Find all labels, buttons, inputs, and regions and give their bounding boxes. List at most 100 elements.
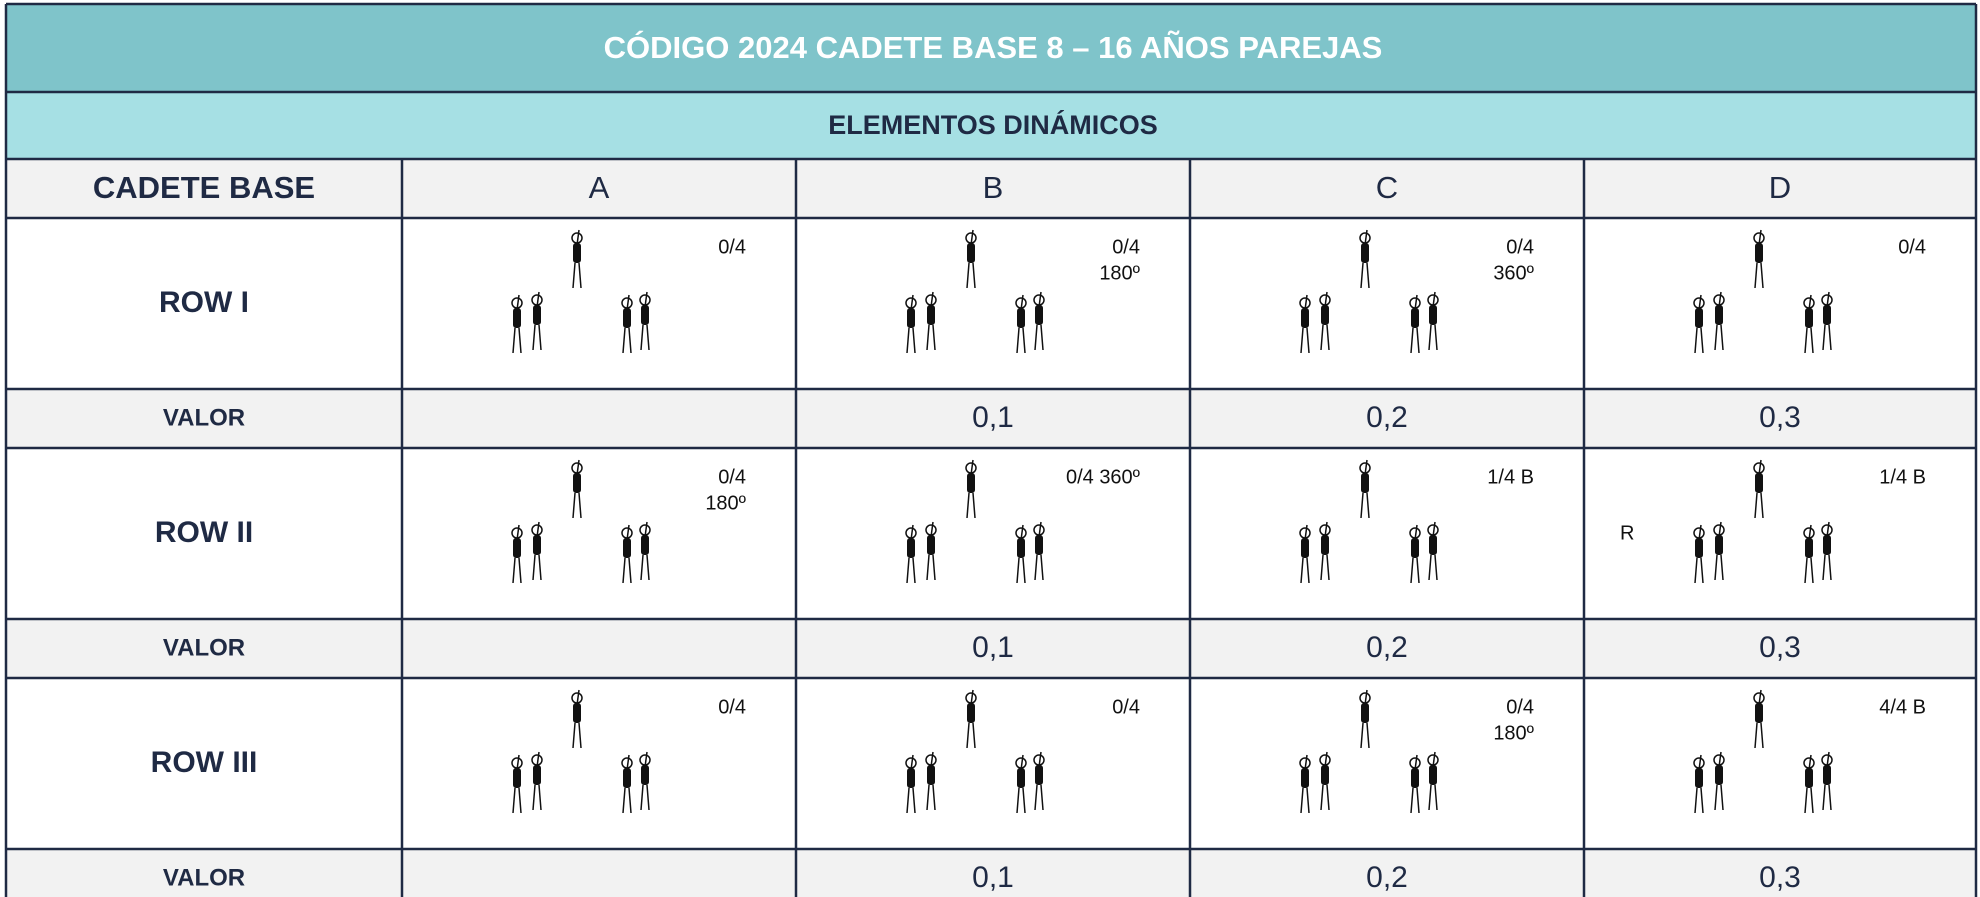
- figure-body: [623, 538, 631, 558]
- row-label: ROW II: [155, 516, 253, 549]
- cell-note: 0/4: [1898, 236, 1926, 258]
- figure-leg: [1034, 554, 1038, 581]
- figure-leg: [578, 722, 582, 749]
- figure-leg: [906, 557, 910, 584]
- figures: [1693, 459, 1833, 584]
- row-band: [6, 159, 1976, 218]
- row-band: [6, 389, 1976, 448]
- figure-body: [1823, 305, 1831, 325]
- figure-body: [1805, 538, 1813, 558]
- figure-leg: [1428, 784, 1432, 811]
- cell-note: 4/4 B: [1879, 696, 1926, 718]
- figure-arm: [1758, 229, 1762, 246]
- cell-note: 0/4 360º: [1066, 466, 1141, 488]
- figure-leg: [640, 324, 644, 351]
- figure-arm: [1414, 294, 1418, 311]
- figure-body: [1429, 535, 1437, 555]
- figure-leg: [912, 327, 916, 354]
- figure-leg: [966, 262, 970, 289]
- figure-leg: [1300, 557, 1304, 584]
- figure-leg: [1700, 327, 1704, 354]
- subtitle-band: [6, 92, 1976, 159]
- valor: 0,2: [1366, 861, 1408, 894]
- column-header: C: [1376, 170, 1398, 205]
- row-band: [6, 619, 1976, 678]
- figure-leg: [512, 557, 516, 584]
- cell-note: 0/4: [718, 236, 746, 258]
- figure-body: [907, 538, 915, 558]
- figure-leg: [1022, 557, 1026, 584]
- figure-leg: [1822, 554, 1826, 581]
- figure-leg: [1700, 557, 1704, 584]
- figure-leg: [926, 554, 930, 581]
- figure-body: [1361, 703, 1369, 723]
- figure-leg: [912, 787, 916, 814]
- figure-arm: [576, 229, 580, 246]
- cell-note: 1/4 B: [1487, 466, 1534, 488]
- figure-arm: [1304, 294, 1308, 311]
- figure-leg: [1700, 787, 1704, 814]
- cell-note: 0/4: [1112, 696, 1140, 718]
- figure-arm: [1364, 229, 1368, 246]
- figure-arm: [1826, 751, 1830, 768]
- figures: [905, 229, 1045, 354]
- figure-arm: [1808, 294, 1812, 311]
- figure-leg: [1040, 784, 1044, 811]
- figures: [905, 459, 1045, 584]
- figure-body: [1715, 535, 1723, 555]
- figure-body: [1755, 473, 1763, 493]
- figure-leg: [532, 324, 536, 351]
- figure-body: [1411, 768, 1419, 788]
- figure-leg: [932, 554, 936, 581]
- figure-body: [927, 765, 935, 785]
- figure-leg: [578, 492, 582, 519]
- figure-leg: [1810, 327, 1814, 354]
- figure-leg: [1040, 324, 1044, 351]
- valor: 0,1: [972, 861, 1014, 894]
- figure-body: [533, 535, 541, 555]
- figure-leg: [1810, 557, 1814, 584]
- figures: [1299, 689, 1439, 814]
- figure-leg: [1306, 787, 1310, 814]
- figure-leg: [972, 722, 976, 749]
- figure-body: [967, 473, 975, 493]
- figure-leg: [622, 557, 626, 584]
- figure-leg: [972, 262, 976, 289]
- figure-arm: [1324, 291, 1328, 308]
- subtitle: ELEMENTOS DINÁMICOS: [828, 109, 1158, 140]
- figure-leg: [622, 327, 626, 354]
- figure-leg: [628, 327, 632, 354]
- figure-arm: [1432, 291, 1436, 308]
- figure-arm: [1364, 459, 1368, 476]
- figure-arm: [644, 521, 648, 538]
- figure-leg: [640, 784, 644, 811]
- figure-leg: [1822, 784, 1826, 811]
- figure-arm: [576, 459, 580, 476]
- figure-arm: [1432, 521, 1436, 538]
- figure-leg: [1416, 327, 1420, 354]
- figure-body: [1823, 765, 1831, 785]
- figure-leg: [518, 327, 522, 354]
- figure-arm: [1020, 524, 1024, 541]
- figures: [511, 459, 651, 584]
- figure-leg: [572, 492, 576, 519]
- column-header: B: [983, 170, 1004, 205]
- figure-body: [1805, 768, 1813, 788]
- figure-arm: [626, 524, 630, 541]
- figure-leg: [1360, 262, 1364, 289]
- figures: [905, 689, 1045, 814]
- figure-leg: [578, 262, 582, 289]
- figure-leg: [572, 262, 576, 289]
- figure-leg: [1760, 262, 1764, 289]
- figures: [1693, 689, 1833, 814]
- figure-body: [1301, 538, 1309, 558]
- title-band: [6, 4, 1976, 92]
- figure-arm: [626, 754, 630, 771]
- figure-body: [1361, 473, 1369, 493]
- figure-arm: [1324, 751, 1328, 768]
- figure-arm: [1304, 524, 1308, 541]
- valor: 0,3: [1759, 631, 1801, 664]
- figure-body: [641, 765, 649, 785]
- figure-leg: [906, 787, 910, 814]
- column-header: A: [589, 170, 610, 205]
